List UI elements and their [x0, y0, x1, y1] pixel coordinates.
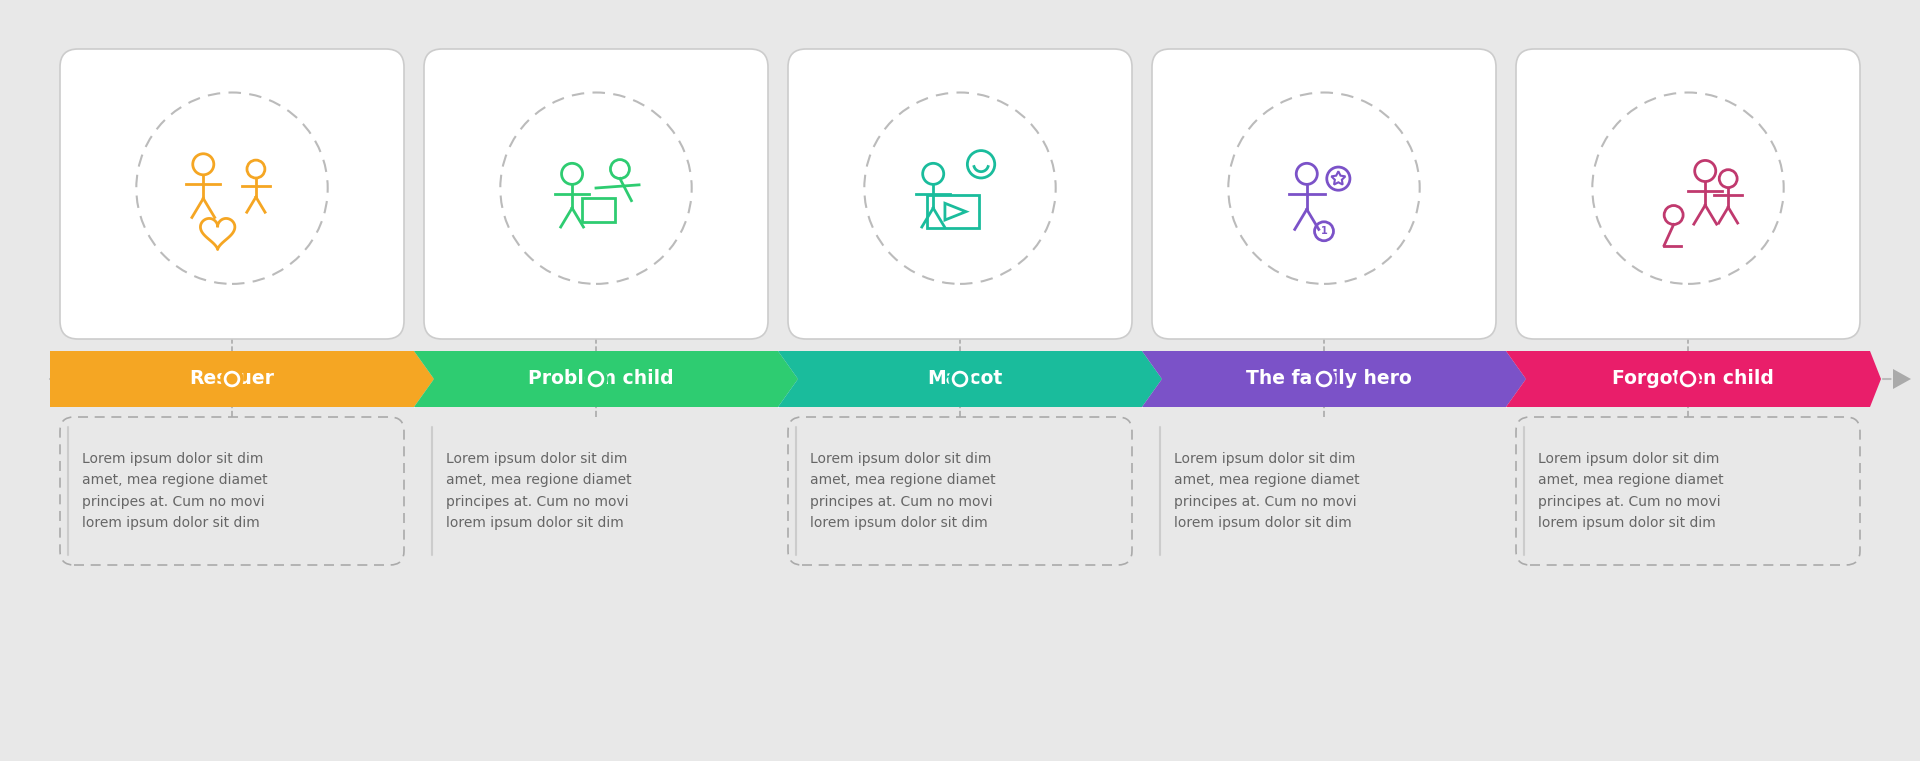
Circle shape	[1319, 374, 1329, 384]
Text: Rescuer: Rescuer	[190, 370, 275, 389]
Circle shape	[1313, 369, 1334, 389]
Text: Lorem ipsum dolor sit dim
amet, mea regione diamet
principes at. Cum no movi
lor: Lorem ipsum dolor sit dim amet, mea regi…	[1173, 452, 1359, 530]
FancyBboxPatch shape	[787, 49, 1133, 339]
Circle shape	[1682, 374, 1693, 384]
Circle shape	[223, 369, 242, 389]
Text: Mascot: Mascot	[927, 370, 1002, 389]
FancyBboxPatch shape	[60, 49, 403, 339]
Text: The family hero: The family hero	[1246, 370, 1411, 389]
FancyBboxPatch shape	[1517, 49, 1860, 339]
Circle shape	[586, 369, 607, 389]
Text: 1: 1	[1321, 226, 1327, 236]
Polygon shape	[415, 351, 799, 407]
Text: Lorem ipsum dolor sit dim
amet, mea regione diamet
principes at. Cum no movi
lor: Lorem ipsum dolor sit dim amet, mea regi…	[810, 452, 996, 530]
Text: Forgotten child: Forgotten child	[1613, 370, 1774, 389]
Polygon shape	[1505, 351, 1882, 407]
Circle shape	[954, 374, 966, 384]
Text: Problem child: Problem child	[528, 370, 674, 389]
Circle shape	[1678, 369, 1697, 389]
Text: Lorem ipsum dolor sit dim
amet, mea regione diamet
principes at. Cum no movi
lor: Lorem ipsum dolor sit dim amet, mea regi…	[83, 452, 267, 530]
Circle shape	[591, 374, 601, 384]
FancyBboxPatch shape	[1152, 49, 1496, 339]
Polygon shape	[778, 351, 1162, 407]
Polygon shape	[1142, 351, 1526, 407]
Text: Lorem ipsum dolor sit dim
amet, mea regione diamet
principes at. Cum no movi
lor: Lorem ipsum dolor sit dim amet, mea regi…	[1538, 452, 1724, 530]
Polygon shape	[1893, 369, 1910, 389]
Circle shape	[227, 374, 238, 384]
FancyBboxPatch shape	[424, 49, 768, 339]
Circle shape	[950, 369, 970, 389]
Text: Lorem ipsum dolor sit dim
amet, mea regione diamet
principes at. Cum no movi
lor: Lorem ipsum dolor sit dim amet, mea regi…	[445, 452, 632, 530]
Polygon shape	[50, 351, 434, 407]
Bar	[927, 195, 979, 228]
